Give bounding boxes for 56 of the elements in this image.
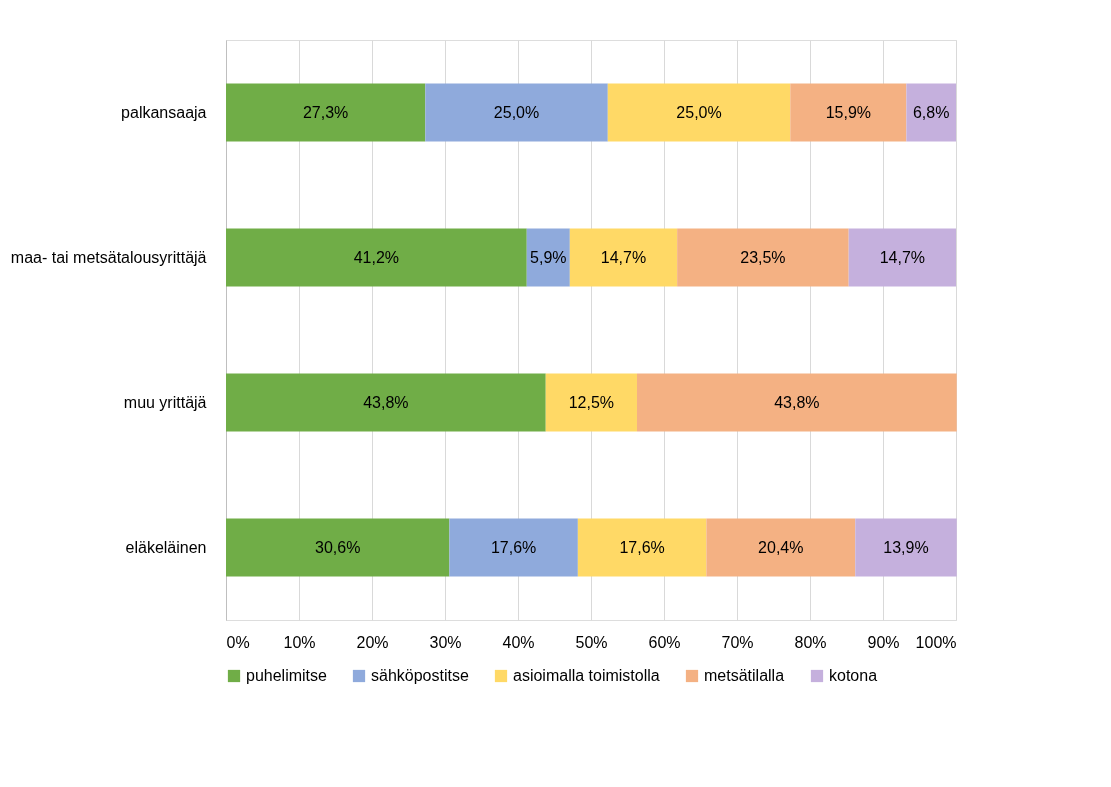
bar	[425, 83, 608, 142]
x-tick-label: 30%	[429, 633, 462, 651]
data-label: 5,9%	[530, 248, 567, 266]
data-label: 30,6%	[315, 538, 361, 556]
y-tick-label: palkansaaja	[121, 103, 207, 121]
bar	[677, 228, 849, 287]
bar	[226, 83, 426, 142]
bar	[449, 518, 578, 577]
x-tick-label: 80%	[794, 633, 827, 651]
y-tick-label: eläkeläinen	[125, 538, 207, 556]
x-tick-label: 20%	[356, 633, 389, 651]
bar	[526, 228, 570, 287]
data-label: 14,7%	[879, 248, 926, 266]
data-label: 15,9%	[825, 103, 872, 121]
data-label: 43,8%	[363, 393, 409, 411]
data-label: 43,8%	[774, 393, 820, 411]
bar	[906, 83, 956, 142]
data-label: 25,0%	[493, 103, 540, 121]
bar	[848, 228, 956, 287]
data-label: 13,9%	[883, 538, 929, 556]
bar	[226, 373, 546, 432]
x-tick-label: 90%	[867, 633, 900, 651]
data-label: 25,0%	[676, 103, 722, 121]
x-tick-label: 50%	[575, 633, 608, 651]
legend-label: asioimalla toimistolla	[513, 667, 660, 684]
legend-label: sähköpostitse	[371, 667, 469, 684]
data-label: 41,2%	[353, 248, 400, 266]
legend-label: kotona	[829, 667, 878, 684]
x-tick-label: 10%	[283, 633, 316, 651]
x-tick-label: 40%	[502, 633, 535, 651]
bar	[226, 228, 527, 287]
bar	[790, 83, 907, 142]
data-label: 17,6%	[619, 538, 665, 556]
y-tick-label: muu yrittäjä	[123, 393, 207, 411]
bar	[636, 373, 957, 432]
x-tick-label: 0%	[226, 633, 250, 651]
data-label: 23,5%	[740, 248, 786, 266]
data-label: 27,3%	[302, 103, 349, 121]
x-tick-label: 70%	[721, 633, 754, 651]
bar	[706, 518, 856, 577]
bar	[607, 83, 791, 142]
bar	[226, 518, 450, 577]
bar	[569, 228, 678, 287]
bar	[855, 518, 957, 577]
legend-label: puhelimitse	[246, 667, 328, 684]
data-label: 17,6%	[490, 538, 537, 556]
y-tick-label: maa- tai metsätalousyrittäjä	[10, 248, 207, 266]
data-label: 20,4%	[758, 538, 804, 556]
x-tick-label: 100%	[915, 633, 957, 651]
legend-label: metsätilalla	[704, 667, 785, 684]
x-tick-label: 60%	[648, 633, 681, 651]
bar	[545, 373, 637, 432]
data-label: 12,5%	[568, 393, 615, 411]
data-label: 6,8%	[912, 103, 950, 121]
bar	[577, 518, 707, 577]
data-label: 14,7%	[600, 248, 647, 266]
